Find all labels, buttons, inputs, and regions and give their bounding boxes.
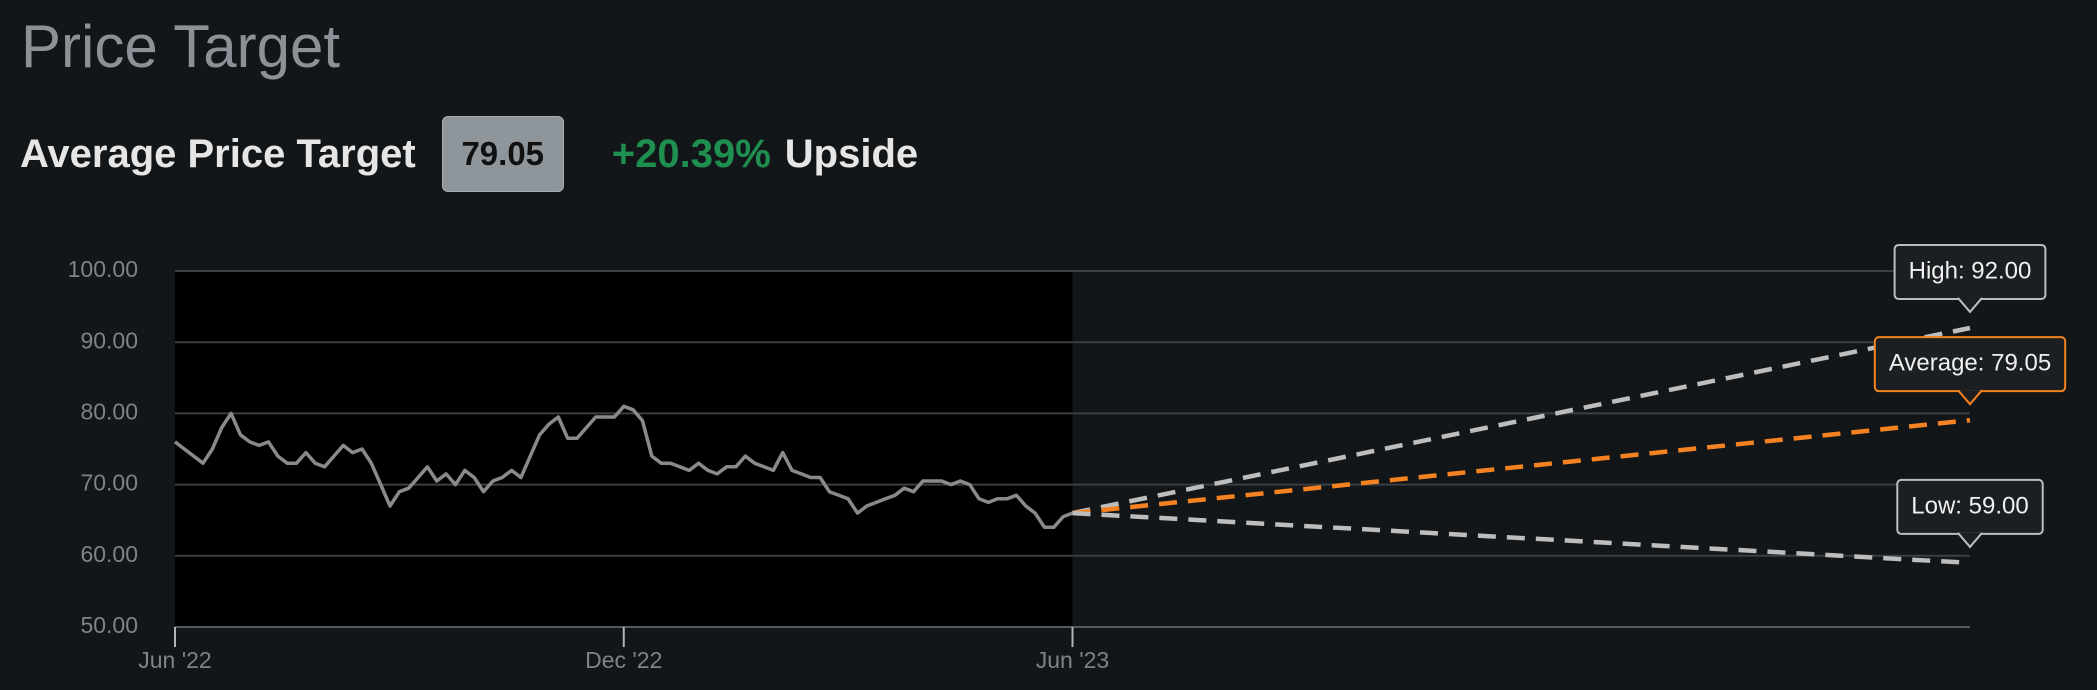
y-tick-label: 100.00: [68, 256, 138, 282]
tooltip-pointer: [1957, 532, 1983, 549]
target-tooltip: High: 92.00: [1893, 243, 2047, 314]
summary-label: Average Price Target: [20, 131, 416, 176]
upside-percent: +20.39%: [611, 131, 771, 176]
x-tick-label: Dec '22: [585, 647, 662, 673]
summary-value: 79.05: [441, 116, 564, 192]
price-line: [173, 404, 1074, 530]
target-tooltip: Low: 59.00: [1896, 478, 2044, 549]
tooltip-label: Average: 79.05: [1889, 350, 2051, 377]
y-tick-label: 70.00: [80, 470, 138, 496]
y-tick-label: 80.00: [80, 398, 138, 424]
x-tick-label: Jun '23: [1036, 647, 1109, 673]
summary-row: Average Price Target 79.05 +20.39% Upsid…: [20, 116, 918, 192]
x-tick-label: Jun '22: [138, 647, 211, 673]
y-tick-label: 60.00: [80, 541, 138, 567]
tooltip-pointer: [1957, 297, 1983, 314]
target-line: [1072, 510, 1971, 566]
y-tick-label: 90.00: [80, 327, 138, 353]
y-tick-label: 50.00: [80, 612, 138, 638]
page-title: Price Target: [21, 13, 341, 80]
target-tooltip: Average: 79.05: [1873, 336, 2067, 406]
upside-word: Upside: [784, 131, 919, 176]
target-line: [1072, 417, 1971, 516]
history-band: [175, 271, 1073, 627]
tooltip-label: Low: 59.00: [1911, 492, 2028, 519]
target-line: [1072, 325, 1971, 516]
tooltip-label: High: 92.00: [1909, 257, 2032, 284]
tooltip-pointer: [1957, 389, 1983, 406]
